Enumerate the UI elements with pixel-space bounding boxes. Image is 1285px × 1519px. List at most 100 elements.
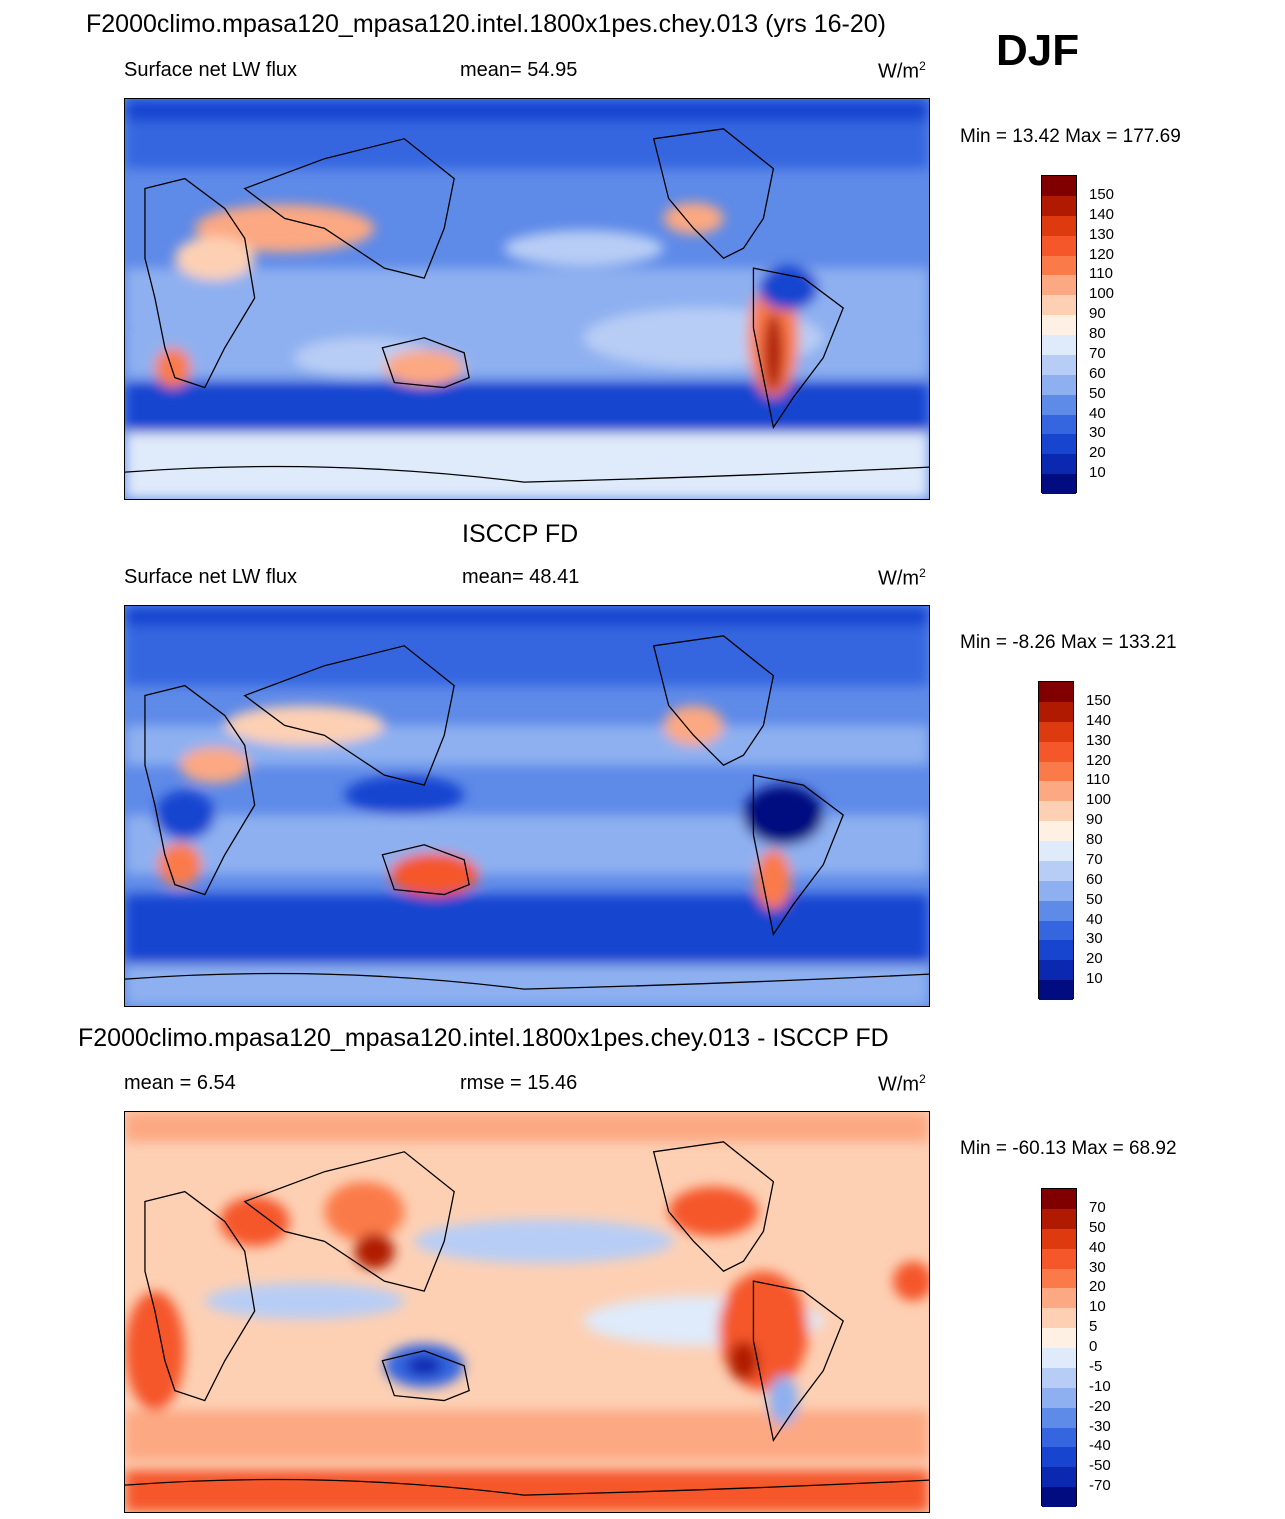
panel2-minmax: Min = -8.26 Max = 133.21 — [960, 632, 1177, 653]
colorbar-tick-label: -20 — [1089, 1397, 1111, 1415]
colorbar-tick-label: -70 — [1089, 1477, 1111, 1495]
colorbar-segment — [1039, 821, 1073, 841]
panel1-minmax: Min = 13.42 Max = 177.69 — [960, 126, 1181, 147]
colorbar-tick-label: 50 — [1089, 1218, 1106, 1236]
colorbar-segment — [1042, 354, 1076, 375]
panel3-rmse-label: rmse = 15.46 — [460, 1072, 578, 1094]
colorbar-segment — [1039, 900, 1073, 921]
colorbar-tick-label: 90 — [1086, 811, 1103, 829]
colorbar-segment — [1042, 1487, 1076, 1507]
colorbar-tick-label: 120 — [1089, 245, 1115, 263]
colorbar-segment — [1042, 1427, 1076, 1448]
colorbar-segment — [1042, 1447, 1076, 1468]
panel1-variable-label: Surface net LW flux — [124, 59, 298, 81]
colorbar-segment — [1042, 454, 1076, 475]
panel3-minmax: Min = -60.13 Max = 68.92 — [960, 1138, 1177, 1159]
colorbar-segment — [1039, 980, 1073, 1000]
colorbar-tick-label: 110 — [1086, 771, 1110, 789]
colorbar-tick-label: -30 — [1089, 1417, 1111, 1435]
colorbar-tick-label: -50 — [1089, 1457, 1111, 1475]
colorbar-segment — [1039, 940, 1073, 961]
colorbar-segment — [1039, 960, 1073, 981]
colorbar-tick-label: 50 — [1089, 384, 1106, 402]
colorbar-segment — [1042, 374, 1076, 395]
colorbar-tick-label: 130 — [1089, 225, 1115, 243]
colorbar-segment — [1039, 701, 1073, 722]
colorbar-tick-label: -10 — [1089, 1377, 1111, 1395]
panel1-units: W/m2 — [878, 59, 926, 83]
colorbar-tick-label: 90 — [1089, 305, 1106, 323]
colorbar-segment — [1042, 394, 1076, 415]
colorbar-tick-label: 140 — [1089, 205, 1115, 223]
colorbar-segment — [1042, 1228, 1076, 1249]
panel3-mean-label: mean = 6.54 — [124, 1072, 236, 1094]
colorbar-tick-label: 10 — [1089, 1298, 1106, 1316]
colorbar-segment — [1042, 315, 1076, 335]
colorbar-tick-label: -40 — [1089, 1437, 1111, 1455]
colorbar-segment — [1042, 1189, 1076, 1209]
colorbar-segment — [1042, 1387, 1076, 1408]
colorbar-segment — [1042, 275, 1076, 296]
colorbar-tick-label: 20 — [1089, 444, 1106, 462]
colorbar-segment — [1039, 880, 1073, 901]
colorbar-segment — [1042, 235, 1076, 256]
colorbar-tick-label: 40 — [1089, 404, 1106, 422]
colorbar-segment — [1039, 860, 1073, 881]
colorbar-tick-label: 150 — [1086, 691, 1112, 709]
colorbar-tick-label: 30 — [1086, 930, 1103, 948]
panel3-colorbar — [1041, 1188, 1077, 1507]
panel2-colorbar — [1038, 681, 1074, 1000]
colorbar-segment — [1042, 176, 1076, 196]
colorbar-tick-label: 40 — [1086, 910, 1103, 928]
colorbar-segment — [1042, 474, 1076, 494]
panel3-units: W/m2 — [878, 1072, 926, 1096]
panel3-difference-map — [124, 1111, 930, 1513]
colorbar-segment — [1042, 1248, 1076, 1269]
colorbar-segment — [1042, 1467, 1076, 1488]
colorbar-tick-label: 0 — [1089, 1338, 1098, 1355]
colorbar-segment — [1042, 1308, 1076, 1329]
colorbar-segment — [1042, 434, 1076, 455]
colorbar-tick-label: 100 — [1089, 285, 1115, 303]
colorbar-tick-label: 80 — [1089, 325, 1106, 342]
colorbar-tick-label: 20 — [1086, 950, 1103, 968]
panel2-mean-label: mean= 48.41 — [462, 566, 580, 588]
colorbar-segment — [1042, 255, 1076, 276]
colorbar-segment — [1039, 741, 1073, 762]
colorbar-segment — [1042, 1367, 1076, 1388]
colorbar-segment — [1039, 761, 1073, 782]
colorbar-tick-label: 10 — [1089, 464, 1106, 482]
colorbar-tick-label: 120 — [1086, 751, 1112, 769]
colorbar-tick-label: 140 — [1086, 711, 1112, 729]
colorbar-tick-label: 10 — [1086, 970, 1103, 988]
colorbar-tick-label: 110 — [1089, 265, 1113, 283]
colorbar-tick-label: 60 — [1089, 364, 1106, 382]
panel2-observation-map — [124, 605, 930, 1007]
panel2-variable-label: Surface net LW flux — [124, 566, 298, 588]
colorbar-tick-label: 30 — [1089, 424, 1106, 442]
colorbar-tick-label: 30 — [1089, 1258, 1106, 1276]
colorbar-segment — [1042, 195, 1076, 216]
colorbar-tick-label: 50 — [1086, 890, 1103, 908]
colorbar-tick-label: 70 — [1089, 1198, 1106, 1216]
colorbar-tick-label: 5 — [1089, 1318, 1098, 1336]
panel3-title: F2000climo.mpasa120_mpasa120.intel.1800x… — [78, 1024, 889, 1052]
colorbar-segment — [1042, 1348, 1076, 1368]
colorbar-segment — [1042, 1288, 1076, 1309]
colorbar-tick-label: 70 — [1089, 344, 1106, 362]
colorbar-segment — [1042, 335, 1076, 355]
colorbar-segment — [1039, 841, 1073, 861]
colorbar-tick-label: 20 — [1089, 1278, 1106, 1296]
colorbar-segment — [1042, 1268, 1076, 1289]
colorbar-segment — [1042, 1208, 1076, 1229]
panel1-colorbar — [1041, 175, 1077, 494]
colorbar-segment — [1039, 781, 1073, 802]
colorbar-tick-label: 130 — [1086, 731, 1112, 749]
colorbar-tick-label: 100 — [1086, 791, 1112, 809]
colorbar-segment — [1042, 1407, 1076, 1428]
colorbar-segment — [1042, 295, 1076, 316]
panel2-units: W/m2 — [878, 566, 926, 590]
colorbar-tick-label: 70 — [1086, 850, 1103, 868]
colorbar-tick-label: 80 — [1086, 831, 1103, 848]
colorbar-segment — [1039, 801, 1073, 822]
